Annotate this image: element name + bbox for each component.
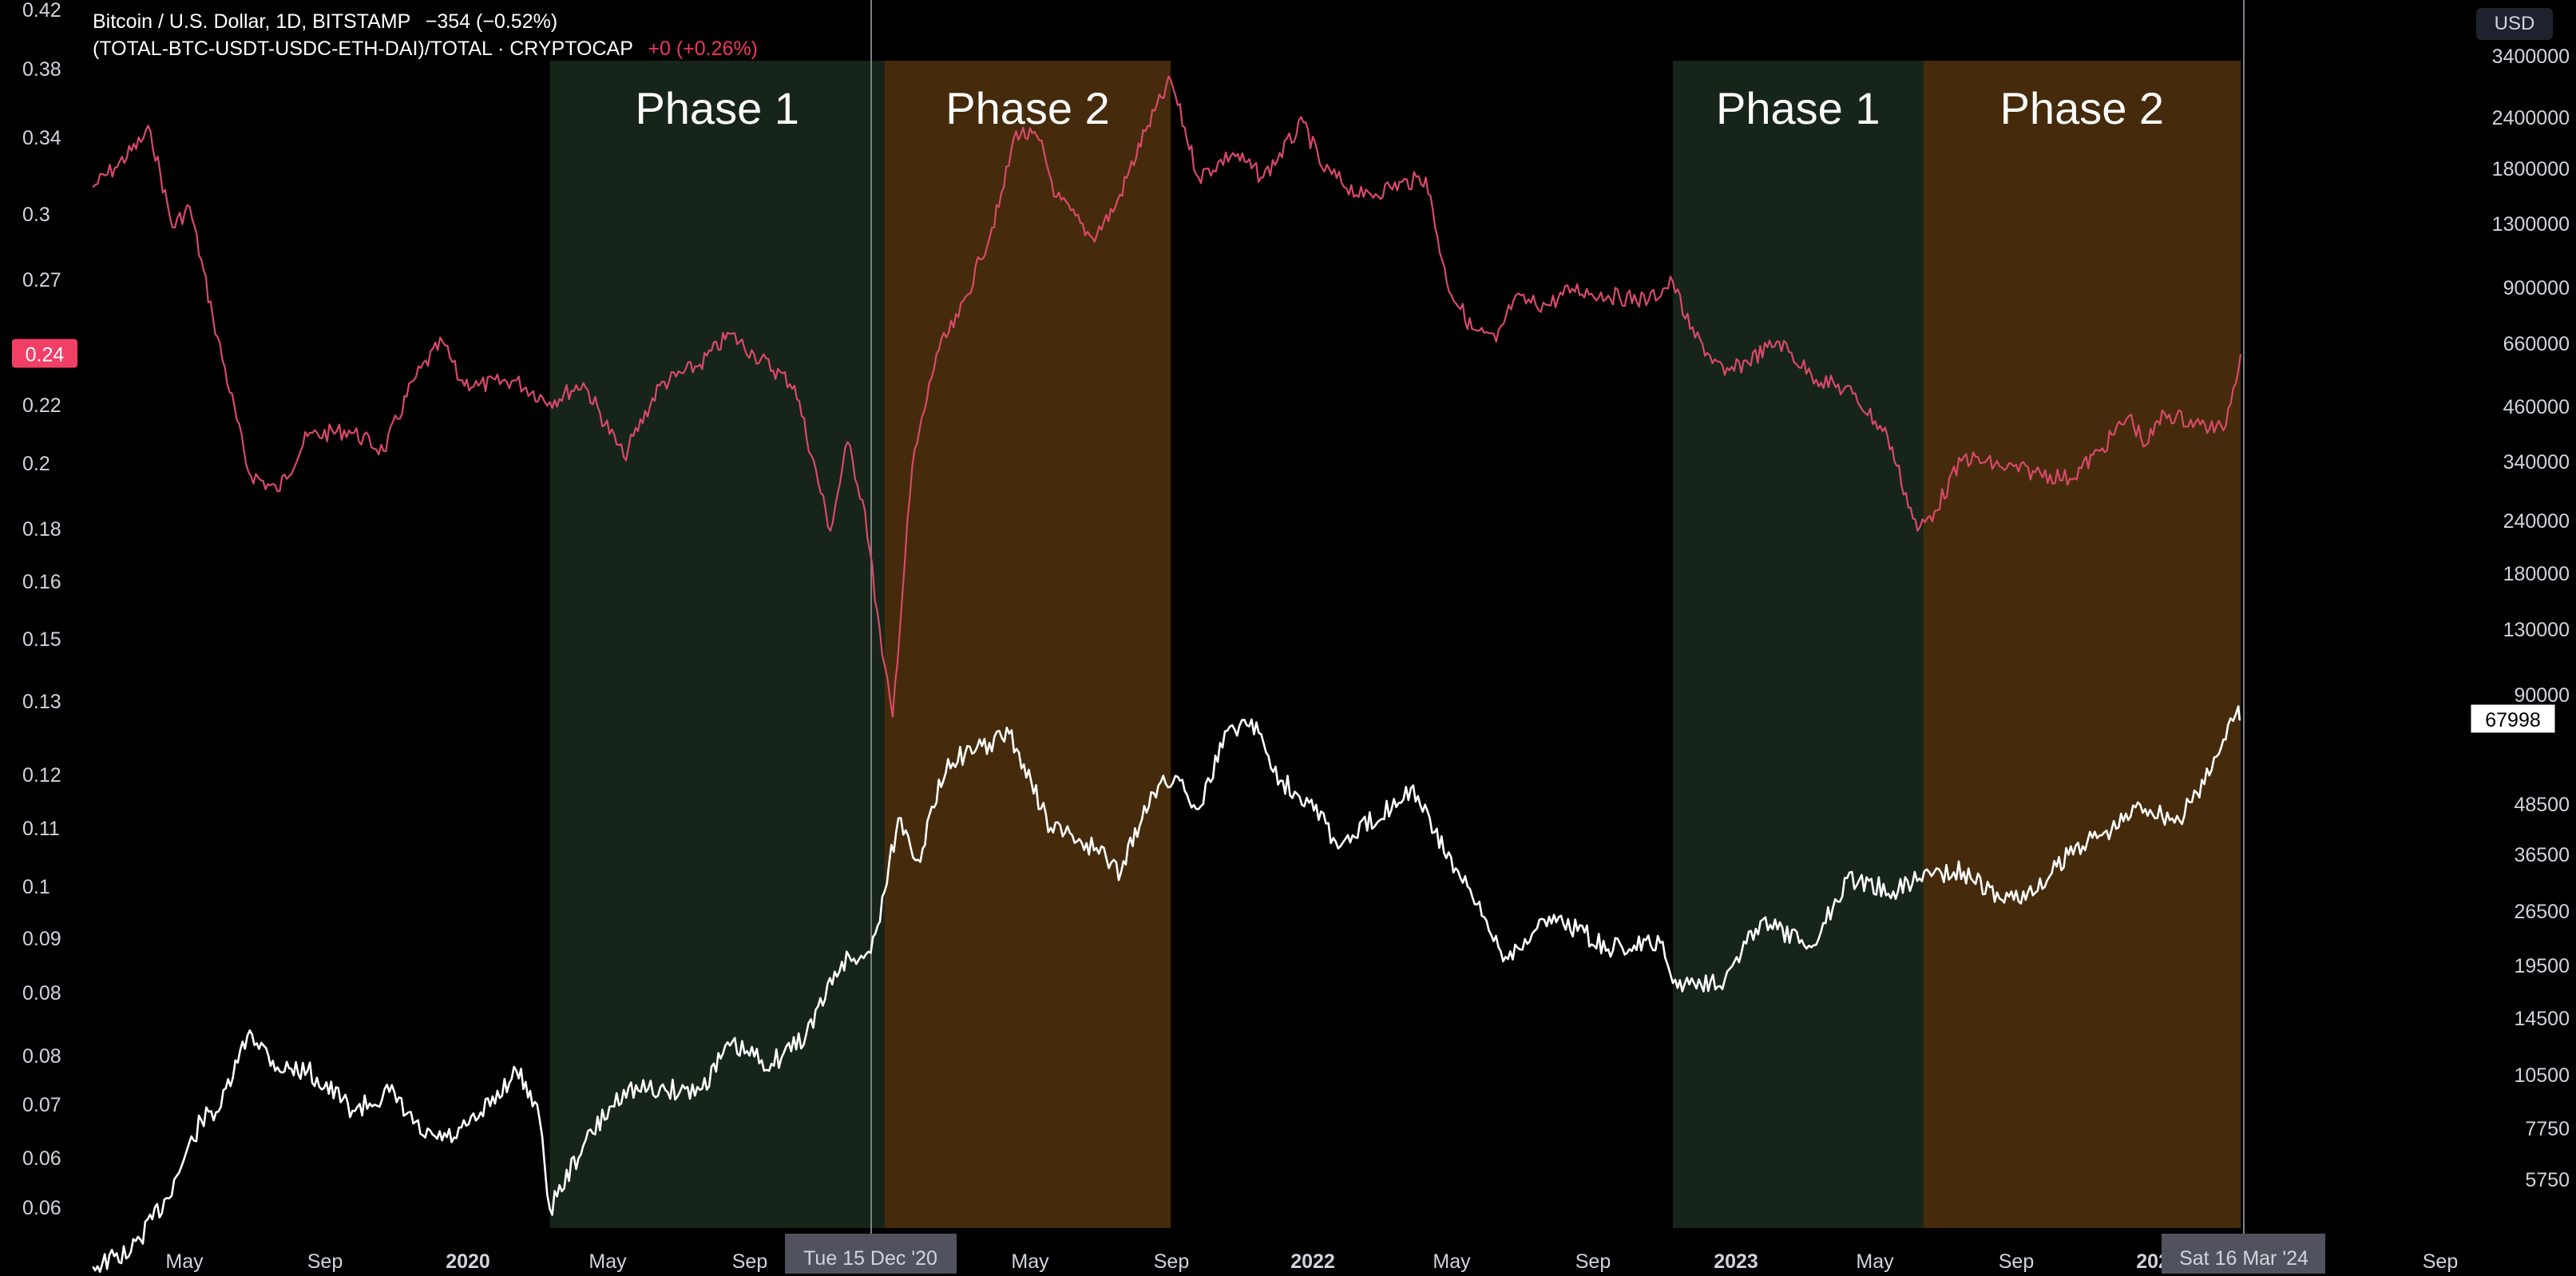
left-axis-tick: 0.08 bbox=[22, 982, 61, 1005]
left-axis-tick: 0.13 bbox=[22, 691, 61, 713]
legend-main-series: Bitcoin / U.S. Dollar, 1D, BITSTAMP bbox=[93, 10, 410, 33]
left-axis-tick: 0.18 bbox=[22, 518, 61, 541]
left-axis-tick: 0.34 bbox=[22, 127, 61, 149]
left-axis-tick: 0.12 bbox=[22, 764, 61, 787]
right-axis-tick: 240000 bbox=[2503, 510, 2570, 533]
phase-bands bbox=[549, 61, 2241, 1228]
time-axis-month-tick: Sep bbox=[307, 1250, 343, 1273]
right-axis-tick: 19500 bbox=[2514, 955, 2570, 977]
right-axis-tick: 3400000 bbox=[2492, 46, 2570, 68]
time-axis[interactable]: MaySep2020MaySep2021MaySep2022MaySep2023… bbox=[165, 1250, 2458, 1273]
right-axis-tick: 7750 bbox=[2525, 1118, 2570, 1140]
time-axis-year-tick: 2023 bbox=[1714, 1250, 1758, 1273]
currency-button[interactable]: USD bbox=[2476, 8, 2553, 40]
right-axis-tick: 660000 bbox=[2503, 333, 2570, 355]
left-axis-tick: 0.08 bbox=[22, 1045, 61, 1068]
phase-band-3 bbox=[1672, 61, 1924, 1228]
right-price-tag bbox=[2470, 703, 2556, 734]
left-price-axis[interactable]: 0.420.380.340.30.270.240.220.20.180.160.… bbox=[22, 0, 61, 1219]
right-axis-tick: 10500 bbox=[2514, 1064, 2570, 1087]
right-axis-tick: 130000 bbox=[2503, 619, 2570, 641]
left-axis-tick: 0.22 bbox=[22, 394, 61, 417]
phase-band-2 bbox=[884, 61, 1171, 1228]
right-axis-tick: 340000 bbox=[2503, 451, 2570, 474]
right-axis-tick: 5750 bbox=[2525, 1169, 2570, 1191]
left-axis-tick: 0.16 bbox=[22, 571, 61, 593]
legend-ratio-row[interactable]: (TOTAL-BTC-USDT-USDC-ETH-DAI)/TOTAL · CR… bbox=[93, 35, 758, 62]
time-axis-month-tick: May bbox=[165, 1250, 204, 1273]
right-axis-tick: 180000 bbox=[2503, 563, 2570, 585]
time-axis-month-tick: May bbox=[1433, 1250, 1471, 1273]
time-axis-month-tick: Sep bbox=[732, 1250, 767, 1273]
left-axis-tick: 0.11 bbox=[22, 818, 60, 840]
left-axis-tick: 0.06 bbox=[22, 1197, 61, 1219]
right-axis-tick: 460000 bbox=[2503, 396, 2570, 418]
time-axis-month-tick: Sep bbox=[2423, 1250, 2458, 1273]
time-axis-month-tick: May bbox=[1856, 1250, 1894, 1273]
time-axis-year-tick: 2020 bbox=[446, 1250, 490, 1273]
left-axis-tick: 0.3 bbox=[22, 204, 50, 226]
left-axis-tick: 0.2 bbox=[22, 453, 50, 475]
time-axis-month-tick: Sep bbox=[1575, 1250, 1611, 1273]
right-axis-tick: 90000 bbox=[2514, 684, 2570, 707]
left-axis-tick: 0.09 bbox=[22, 928, 61, 950]
left-axis-tick: 0.06 bbox=[22, 1147, 61, 1170]
left-axis-tick: 0.27 bbox=[22, 269, 61, 291]
left-axis-tick: 0.15 bbox=[22, 628, 61, 651]
crosshair-lines bbox=[870, 0, 2245, 1236]
price-tags: 0.24 67998 bbox=[12, 339, 2556, 734]
time-axis-month-tick: May bbox=[589, 1250, 627, 1273]
left-axis-tick: 0.1 bbox=[22, 876, 50, 898]
ratio-series-line bbox=[92, 75, 2242, 718]
right-price-axis[interactable]: 3400000 2400000 1800000 1300000 900000 660000… bbox=[2492, 46, 2570, 1191]
phase-label-4: Phase 2 bbox=[2000, 83, 2165, 133]
phase-label-1: Phase 1 bbox=[635, 83, 799, 133]
left-price-tag bbox=[12, 339, 77, 368]
left-axis-tick: 0.42 bbox=[22, 0, 61, 22]
crosshair-date-box-left bbox=[785, 1234, 957, 1274]
crosshair-date-box-right bbox=[2162, 1234, 2325, 1274]
right-axis-tick: 2400000 bbox=[2492, 107, 2570, 129]
phase-label-3: Phase 1 bbox=[1716, 83, 1880, 133]
crosshair-labels: Tue 15 Dec '20 Sat 16 Mar '24 bbox=[785, 1234, 2325, 1274]
btc-price-line bbox=[92, 705, 2241, 1274]
left-axis-tick: 0.38 bbox=[22, 58, 61, 81]
chart-legend: Bitcoin / U.S. Dollar, 1D, BITSTAMP −354… bbox=[93, 8, 758, 62]
crosshair-date-right: Sat 16 Mar '24 bbox=[2179, 1247, 2308, 1270]
time-axis-year-tick: 2022 bbox=[1290, 1250, 1335, 1273]
right-axis-tick: 26500 bbox=[2514, 901, 2570, 923]
legend-ratio-series: (TOTAL-BTC-USDT-USDC-ETH-DAI)/TOTAL · CR… bbox=[93, 38, 633, 60]
time-axis-month-tick: May bbox=[1011, 1250, 1049, 1273]
right-axis-tick: 14500 bbox=[2514, 1008, 2570, 1030]
left-price-tag-value: 0.24 bbox=[26, 344, 65, 367]
right-axis-tick: 1300000 bbox=[2492, 213, 2570, 236]
right-axis-tick: 48500 bbox=[2514, 794, 2570, 816]
right-axis-tick: 900000 bbox=[2503, 277, 2570, 299]
phase-labels: Phase 1 Phase 2 Phase 1 Phase 2 bbox=[635, 83, 2164, 133]
legend-main-row[interactable]: Bitcoin / U.S. Dollar, 1D, BITSTAMP −354… bbox=[93, 8, 758, 35]
phase-band-4 bbox=[1923, 61, 2241, 1228]
phase-label-2: Phase 2 bbox=[945, 83, 1110, 133]
legend-main-change: −354 (−0.52%) bbox=[425, 10, 558, 33]
left-axis-tick: 0.07 bbox=[22, 1094, 61, 1116]
phase-band-1 bbox=[549, 61, 885, 1228]
time-axis-month-tick: Sep bbox=[1999, 1250, 2034, 1273]
right-axis-tick: 36500 bbox=[2514, 844, 2570, 866]
right-price-tag-value: 67998 bbox=[2485, 709, 2541, 731]
right-axis-tick: 1800000 bbox=[2492, 158, 2570, 180]
crosshair-date-left: Tue 15 Dec '20 bbox=[803, 1247, 937, 1270]
legend-ratio-change: +0 (+0.26%) bbox=[648, 38, 758, 60]
time-axis-month-tick: Sep bbox=[1154, 1250, 1189, 1273]
series-lines bbox=[92, 75, 2242, 1274]
